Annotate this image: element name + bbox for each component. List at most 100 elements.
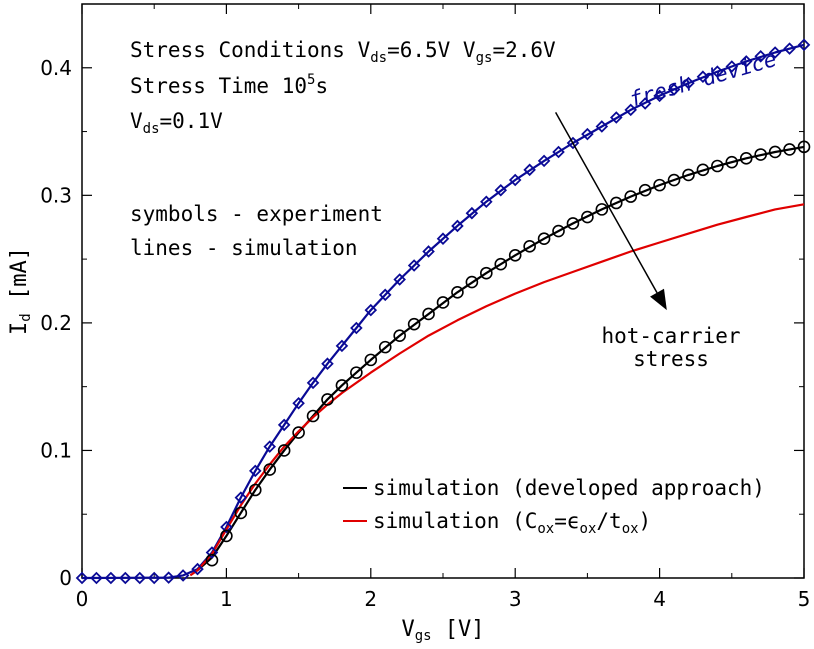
fresh-data-point — [610, 111, 623, 124]
fresh-data-point — [75, 571, 89, 585]
stressed-data-point — [220, 529, 233, 543]
stressed-data-point — [552, 224, 565, 238]
fresh-data-point — [739, 55, 753, 68]
conditions-line-1: Stress Conditions Vds=6.5V Vgs=2.6V — [130, 38, 556, 66]
fresh-data-point — [263, 440, 276, 453]
stressed-data-point — [581, 210, 594, 224]
hot-carrier-stress-label: hot-carrier stress — [601, 324, 740, 371]
stressed-data-point — [696, 163, 710, 177]
fresh-data-point — [754, 50, 767, 63]
stressed-data-point — [739, 152, 753, 165]
stressed-data-point — [234, 506, 248, 520]
fresh-data-point — [104, 571, 118, 585]
fresh-data-point — [147, 571, 161, 585]
stressed-data-point — [653, 178, 666, 192]
stressed-data-point — [422, 307, 435, 321]
stressed-data-point — [494, 257, 508, 271]
fresh-data-point — [451, 219, 464, 233]
stressed-data-point — [768, 145, 782, 159]
fresh-data-point — [350, 321, 363, 335]
fresh-data-point — [90, 571, 103, 585]
legend: simulation (developed approach) simulati… — [343, 476, 765, 537]
stressed-data-point — [364, 353, 378, 367]
fresh-data-point — [537, 154, 551, 168]
series-lines — [81, 43, 805, 580]
legend-red-label: simulation (Cox=ϵox/tox) — [373, 509, 651, 537]
fresh-data-point — [667, 83, 681, 96]
fresh-data-point — [783, 42, 796, 55]
stressed-data-point — [537, 232, 551, 246]
stressed-data-point — [480, 266, 493, 280]
stress-arrow-line — [554, 112, 658, 294]
fresh-data-point — [119, 571, 132, 585]
fresh-data-point — [465, 206, 479, 220]
stress-arrow — [554, 112, 667, 311]
fresh-data-point — [133, 571, 147, 585]
y-tick-label: 0 — [59, 566, 72, 590]
fresh-data-point — [191, 562, 204, 576]
fresh-data-point — [595, 120, 609, 133]
stressed-data-point — [465, 275, 479, 289]
fresh-data-point — [220, 520, 233, 534]
stressed-data-point — [378, 340, 392, 354]
fresh-data-point — [566, 136, 580, 150]
fresh-data-point — [335, 339, 349, 353]
fresh-data-point — [682, 76, 695, 90]
fresh-data-point — [523, 163, 536, 177]
conditions-line-3: Vds=0.1V — [130, 109, 223, 137]
stressed-data-point — [350, 366, 363, 379]
stressed-data-point — [523, 240, 536, 253]
stressed-data-point — [638, 183, 652, 197]
fresh-data-point — [624, 103, 637, 117]
tick-labels: 0 1 2 3 4 5 0 0.1 0.2 0.3 0.4 — [40, 56, 810, 611]
fresh-data-point — [494, 183, 508, 197]
series-markers — [75, 38, 811, 585]
y-tick-label: 0.4 — [40, 56, 72, 80]
y-tick-label: 0.1 — [40, 438, 72, 462]
stressed-data-point — [667, 173, 681, 187]
stress-arrow-head — [650, 288, 667, 311]
fresh-device-label: fresh device — [627, 47, 779, 112]
x-tick-label: 0 — [76, 587, 89, 611]
tick-marks — [81, 3, 805, 579]
x-tick-label: 3 — [509, 587, 522, 611]
fresh-data-point — [378, 288, 392, 302]
stressed-data-point — [335, 379, 349, 392]
fresh-data-point — [234, 491, 248, 504]
fresh-data-point — [162, 571, 175, 584]
stressed-data-point — [248, 483, 262, 497]
fresh-data-point — [711, 65, 724, 78]
fresh-data-point — [364, 303, 378, 317]
x-axis-label: Vgs [V] — [401, 617, 484, 644]
series-line-black-line — [196, 145, 805, 572]
stressed-data-point — [566, 217, 580, 230]
stress-conditions-annotation: Stress Conditions Vds=6.5V Vgs=2.6V Stre… — [130, 38, 556, 260]
y-axis-label: Id [mA] — [7, 247, 34, 335]
stressed-data-point — [783, 143, 796, 156]
fresh-data-point — [797, 38, 811, 52]
x-tick-label: 2 — [364, 587, 377, 611]
stressed-data-point — [595, 203, 609, 216]
fresh-data-point — [552, 145, 565, 159]
x-tick-label: 5 — [798, 587, 811, 611]
fresh-data-point — [277, 418, 291, 432]
fresh-data-point — [249, 464, 262, 478]
stressed-data-point — [436, 296, 450, 309]
stressed-data-point — [624, 190, 638, 203]
fresh-data-point — [696, 70, 710, 83]
stressed-data-point — [682, 168, 695, 182]
stressed-data-point — [609, 196, 623, 210]
stressed-data-point — [205, 553, 219, 567]
fresh-data-point — [321, 357, 334, 370]
series-line-red-line — [189, 203, 805, 577]
fresh-data-point — [292, 396, 305, 410]
lines-note: lines - simulation — [130, 236, 358, 260]
stressed-data-point — [725, 155, 739, 169]
stressed-data-point — [797, 140, 811, 154]
stressed-data-point — [263, 463, 277, 476]
stressed-data-point — [321, 393, 334, 406]
stressed-data-point — [292, 426, 305, 439]
x-tick-label: 1 — [220, 587, 233, 611]
y-tick-label: 0.2 — [40, 311, 72, 335]
